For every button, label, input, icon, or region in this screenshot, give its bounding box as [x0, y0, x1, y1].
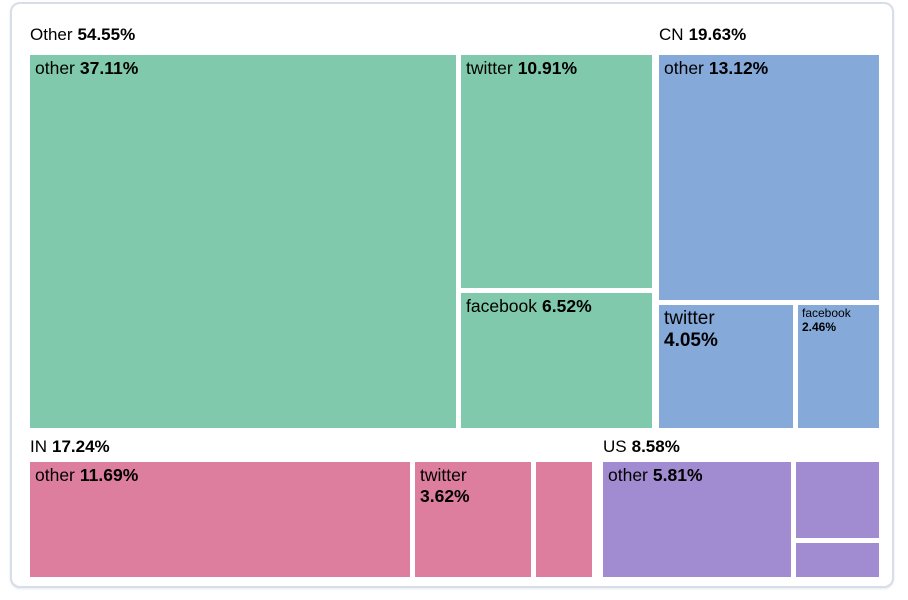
treemap-cell-us-other[interactable]: other 5.81% [603, 462, 791, 577]
cell-label: other 5.81% [603, 462, 791, 489]
group-percent: 17.24% [52, 437, 110, 456]
treemap-cell-in-unlabeled[interactable] [536, 462, 592, 577]
treemap-cell-in-other[interactable]: other 11.69% [30, 462, 410, 577]
group-name: US [603, 437, 627, 456]
group-percent: 8.58% [631, 437, 680, 456]
group-name: CN [659, 25, 684, 44]
cell-percent: 2.46% [802, 319, 837, 334]
cell-name: other [35, 465, 75, 485]
cell-name: facebook [466, 296, 538, 316]
cell-label: other 11.69% [30, 462, 410, 489]
group-name: Other [30, 25, 73, 44]
group-percent: 54.55% [77, 25, 136, 44]
cell-label: other 13.12% [659, 55, 879, 82]
cell-label: other 37.11% [30, 55, 456, 82]
treemap-cell-other-twitter[interactable]: twitter 10.91% [461, 55, 652, 288]
cell-label: twitter 10.91% [461, 55, 652, 82]
cell-name: other [664, 58, 704, 78]
cell-name: other [35, 58, 75, 78]
cell-name: facebook [802, 306, 851, 320]
group-label-in: IN 17.24% [30, 436, 110, 458]
group-percent: 19.63% [688, 25, 747, 44]
cell-label: twitter 3.62% [415, 462, 531, 509]
group-label-other: Other 54.55% [30, 24, 135, 46]
cell-percent: 37.11% [79, 58, 139, 78]
cell-percent: 3.62% [420, 485, 470, 506]
cell-percent: 6.52% [542, 296, 592, 316]
treemap-cell-cn-other[interactable]: other 13.12% [659, 55, 879, 300]
cell-percent: 13.12% [708, 58, 769, 78]
group-label-cn: CN 19.63% [659, 24, 746, 46]
cell-name: other [608, 465, 648, 485]
group-label-us: US 8.58% [603, 436, 680, 458]
treemap-cell-cn-twitter[interactable]: twitter 4.05% [659, 305, 793, 428]
treemap-cell-us-unlabeled-2[interactable] [796, 543, 879, 577]
treemap-cell-other-facebook[interactable]: facebook 6.52% [461, 293, 652, 428]
treemap-cell-us-unlabeled-1[interactable] [796, 462, 879, 538]
cell-name: twitter [466, 58, 513, 78]
treemap-cell-cn-facebook[interactable]: facebook 2.46% [798, 305, 879, 428]
cell-name: twitter [420, 465, 467, 485]
group-name: IN [30, 437, 47, 456]
cell-label: facebook 6.52% [461, 293, 652, 320]
cell-percent: 11.69% [79, 465, 139, 485]
cell-name: twitter [664, 308, 715, 329]
treemap-cell-in-twitter[interactable]: twitter 3.62% [415, 462, 531, 577]
cell-percent: 5.81% [652, 465, 703, 485]
cell-percent: 10.91% [517, 58, 578, 78]
cell-percent: 4.05% [664, 330, 718, 352]
cell-label: facebook 2.46% [798, 305, 879, 337]
treemap-cell-other-other[interactable]: other 37.11% [30, 55, 456, 428]
cell-label: twitter 4.05% [659, 305, 793, 356]
